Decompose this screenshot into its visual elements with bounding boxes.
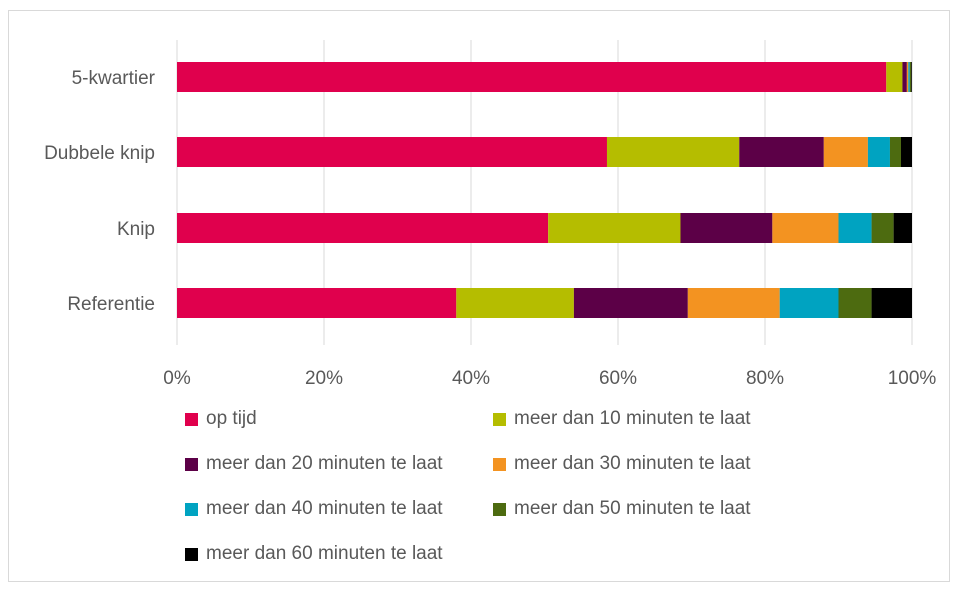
legend-label: meer dan 40 minuten te laat	[206, 498, 443, 519]
category-label: Dubbele knip	[44, 143, 155, 164]
x-tick-label: 0%	[163, 368, 191, 389]
legend-item: op tijd	[185, 408, 257, 430]
bar-segment	[548, 213, 681, 243]
legend-item: meer dan 10 minuten te laat	[493, 408, 751, 430]
legend-item: meer dan 50 minuten te laat	[493, 498, 751, 520]
bar-segment	[867, 137, 890, 167]
bar-segment	[889, 137, 901, 167]
legend-swatch	[493, 502, 506, 516]
bars	[177, 62, 912, 318]
bar-segment	[177, 213, 549, 243]
bar-segment	[687, 288, 780, 318]
bar-segment	[900, 137, 912, 167]
legend-item: meer dan 40 minuten te laat	[185, 498, 443, 520]
bar-segment	[456, 288, 574, 318]
bar-segment	[823, 137, 868, 167]
bar-segment	[911, 62, 912, 92]
category-label: Referentie	[67, 294, 155, 315]
x-tick-label: 80%	[746, 368, 784, 389]
bar-segment	[838, 213, 872, 243]
bar-segment	[909, 62, 912, 92]
bar-segment	[680, 213, 773, 243]
bar-segment	[886, 62, 903, 92]
x-axis-ticks: 0% 20% 40% 60% 80% 100%	[163, 368, 936, 389]
category-label: 5-kwartier	[72, 68, 156, 89]
legend-swatch	[185, 457, 198, 471]
legend-label: meer dan 30 minuten te laat	[514, 453, 751, 474]
bar-segment	[908, 62, 910, 92]
bar-segment	[606, 137, 740, 167]
bar-segment	[177, 137, 607, 167]
bar-segment	[779, 288, 839, 318]
bar-segment	[871, 213, 894, 243]
bar-segment	[573, 288, 688, 318]
category-label: Knip	[117, 219, 155, 240]
legend-label: meer dan 20 minuten te laat	[206, 453, 443, 474]
legend-label: meer dan 50 minuten te laat	[514, 498, 751, 519]
bar-segment	[177, 288, 457, 318]
legend-swatch	[185, 502, 198, 516]
bar-segment	[177, 62, 887, 92]
bar-segment	[772, 213, 839, 243]
bar-segment	[871, 288, 912, 318]
legend-label: meer dan 10 minuten te laat	[514, 408, 751, 429]
x-tick-label: 100%	[888, 368, 937, 389]
category-labels: 5-kwartier Dubbele knip Knip Referentie	[44, 68, 156, 315]
bar-segment	[902, 62, 907, 92]
legend-item: meer dan 60 minuten te laat	[185, 543, 443, 565]
legend-item: meer dan 20 minuten te laat	[185, 453, 443, 475]
legend-swatch	[185, 547, 198, 561]
x-tick-label: 60%	[599, 368, 637, 389]
bar-segment	[893, 213, 912, 243]
legend-swatch	[185, 412, 198, 426]
legend-swatch	[493, 457, 506, 471]
legend-label: meer dan 60 minuten te laat	[206, 543, 443, 564]
legend-item: meer dan 30 minuten te laat	[493, 453, 751, 475]
bar-segment	[906, 62, 909, 92]
bar-segment	[838, 288, 872, 318]
x-tick-label: 40%	[452, 368, 490, 389]
legend-swatch	[493, 412, 506, 426]
x-tick-label: 20%	[305, 368, 343, 389]
legend-label: op tijd	[206, 408, 257, 429]
stacked-bar-chart: 5-kwartier Dubbele knip Knip Referentie 0% 2…	[44, 40, 936, 389]
bar-segment	[739, 137, 824, 167]
